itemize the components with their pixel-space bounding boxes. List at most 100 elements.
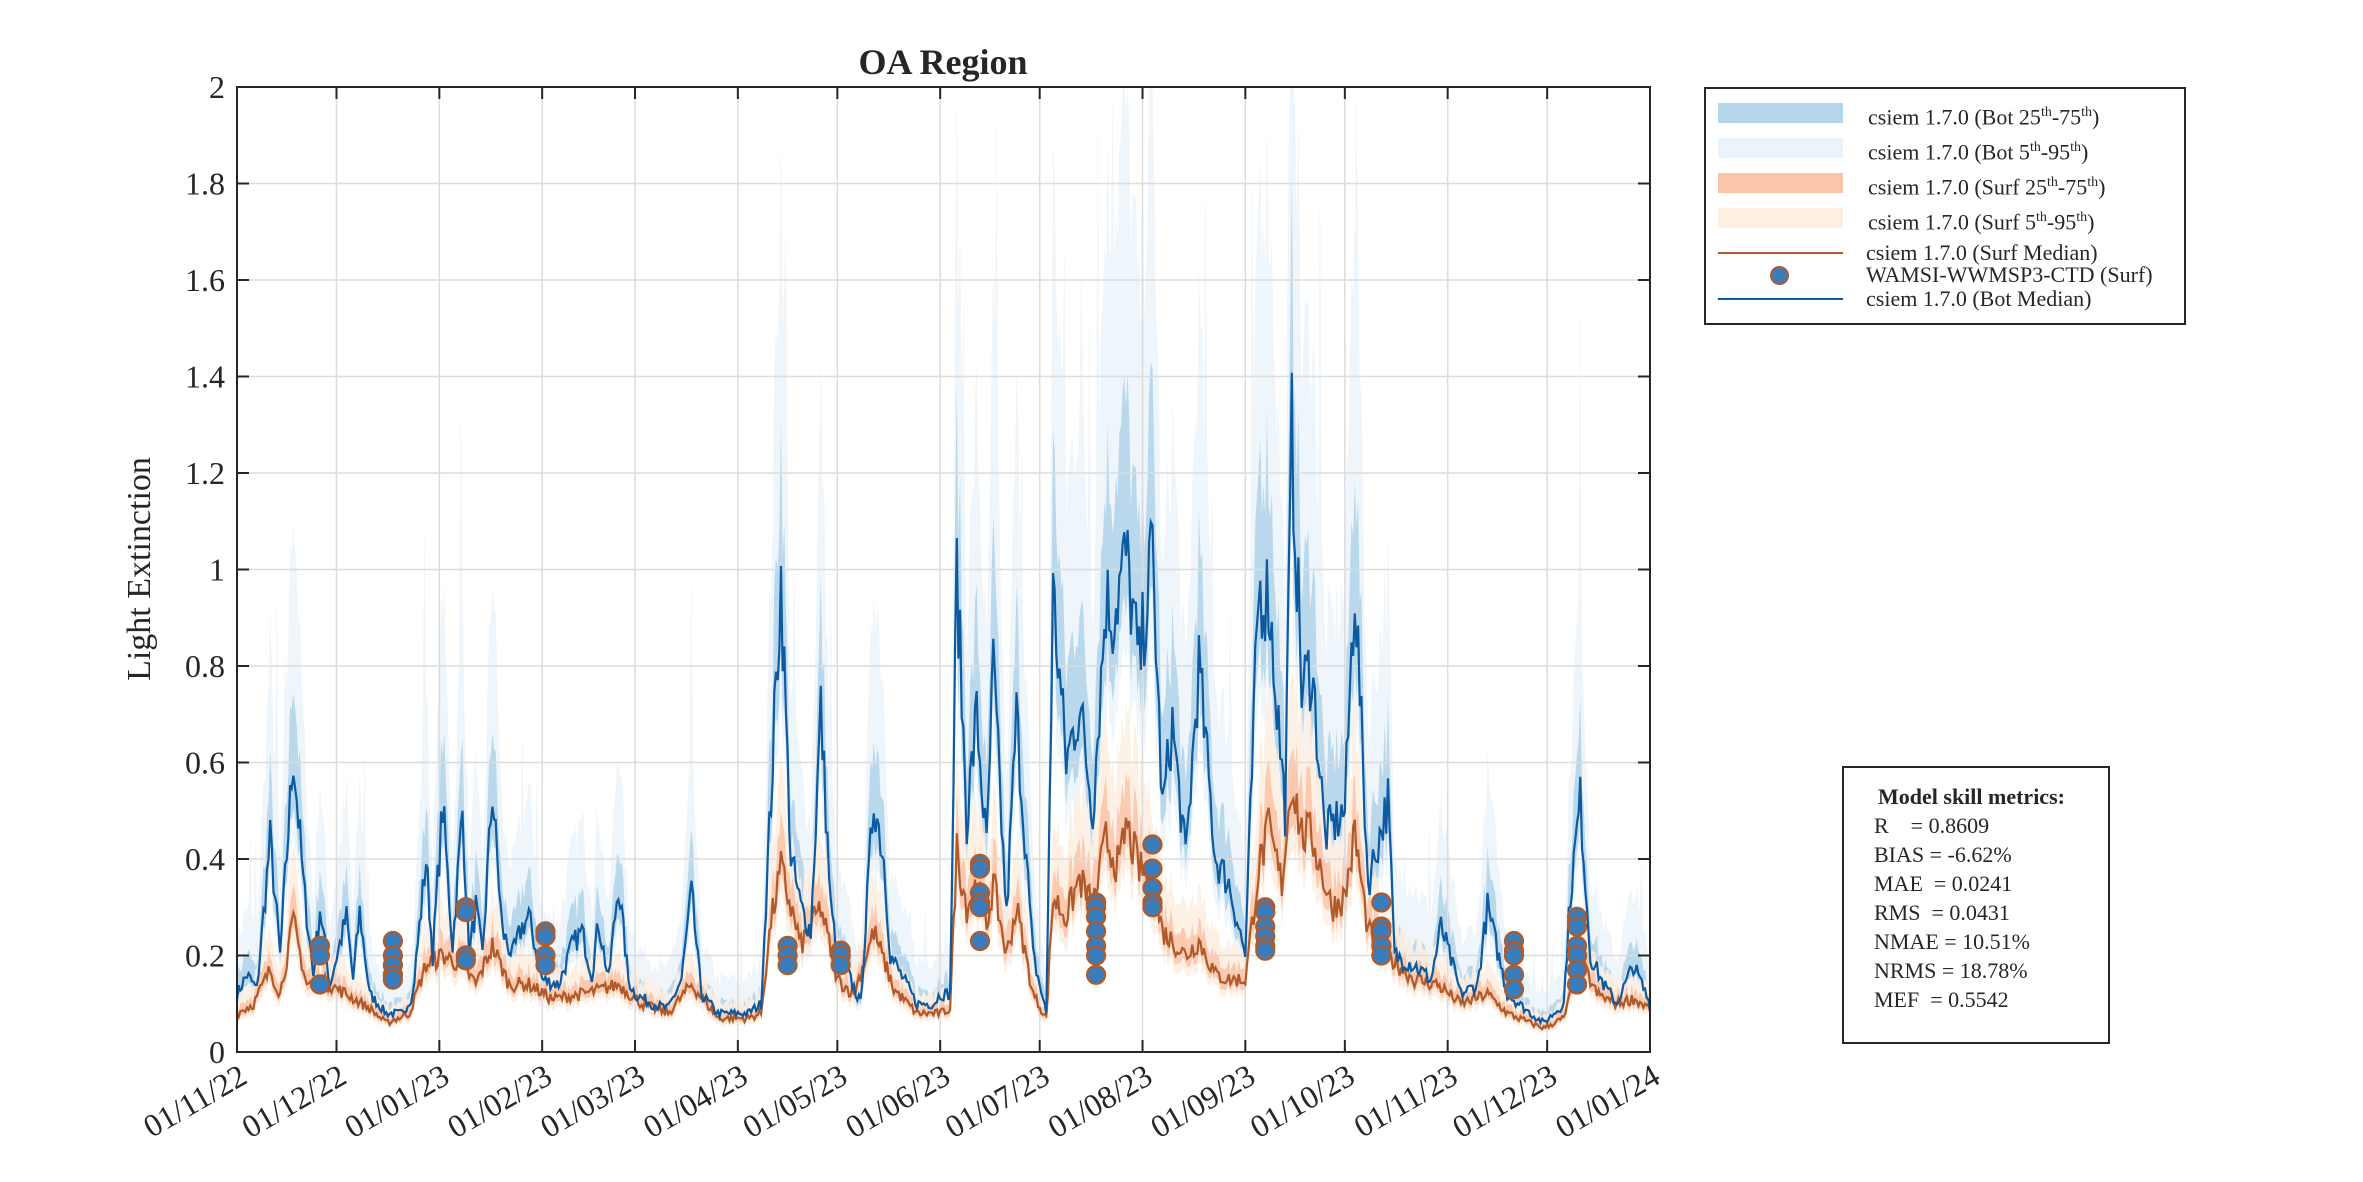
x-tick-label: 01/01/23 [338,1057,455,1145]
metric-r: R = 0.8609 [1874,813,1990,838]
x-tick-label: 01/12/23 [1446,1057,1563,1145]
y-tick-label: 1.4 [185,359,225,395]
observation-point [969,858,991,879]
observation-point [1085,964,1107,985]
legend-sup: th [2070,140,2082,155]
observation-point [1371,892,1392,913]
legend-swatch [1718,208,1843,228]
legend-sup: th [2029,140,2041,155]
legend-label: csiem 1.7.0 (Surf 25 [1868,174,2048,200]
metric-nrms: NRMS = 18.78% [1874,958,2028,983]
observation-point [777,955,798,976]
legend-label: -75 [2051,104,2082,130]
legend-item-bot-median: csiem 1.7.0 (Bot Median) [1706,285,2184,313]
x-tick-label: 01/12/22 [235,1057,352,1145]
legend-item-surf-5-95: csiem 1.7.0 (Surf 5th-95th) [1706,204,2184,235]
legend-item-bot-25-75: csiem 1.7.0 (Bot 25th-75th) [1706,99,2184,130]
y-tick-label: 1.8 [185,166,225,202]
legend-sup: th [2087,175,2099,190]
legend-sup: th [2047,175,2058,190]
y-tick-label: 0.2 [185,938,225,974]
legend-label: ) [2081,139,2089,165]
legend-label: -95 [2046,209,2077,235]
metrics-title: Model skill metrics: [1878,784,2065,809]
observation-point [1142,834,1163,855]
legend-label: -75 [2057,174,2088,200]
surf-median-line [235,793,1652,1031]
observation-point [455,950,476,971]
legend-label: csiem 1.7.0 (Bot Median) [1866,286,2092,311]
legend-label: -95 [2040,139,2071,165]
legend-label: csiem 1.7.0 (Bot 5 [1868,139,2030,165]
legend-label: csiem 1.7.0 (Surf 5 [1868,209,2037,235]
observation-point [535,955,556,976]
legend-sup: th [2040,105,2052,120]
y-tick-label: 1.6 [185,262,225,298]
legend-swatch [1718,138,1843,158]
observation-point [1085,945,1107,966]
metric-mef: MEF = 0.5542 [1874,987,2009,1012]
legend-label: WAMSI-WWMSP3-CTD (Surf) [1866,262,2153,287]
legend-item-observations: WAMSI-WWMSP3-CTD (Surf) [1706,261,2184,289]
x-tick-label: 01/10/23 [1244,1057,1361,1145]
x-tick-label: 01/04/23 [637,1057,754,1145]
observation-point [1142,897,1163,918]
y-tick-label: 0.4 [185,841,225,877]
observation-point [455,901,476,923]
x-tick-label: 01/09/23 [1144,1057,1261,1145]
bot-median-line [235,372,1652,1026]
legend: csiem 1.7.0 (Bot 25th-75th) csiem 1.7.0 … [1704,87,2186,325]
observation-point [1255,940,1276,961]
metric-nmae: NMAE = 10.51% [1874,929,2031,954]
x-tick-label: 01/08/23 [1041,1057,1158,1145]
legend-sup: th [2076,210,2088,225]
observation-point [830,955,851,976]
observation-point [1503,945,1525,966]
chart-title: OA Region [858,42,1027,82]
y-tick-label: 0.6 [185,745,225,781]
x-tick-label: 01/06/23 [839,1057,956,1145]
y-tick-label: 1 [209,552,225,588]
legend-item-surf-median: csiem 1.7.0 (Surf Median) [1706,239,2184,267]
x-tick-label: 01/07/23 [939,1057,1056,1145]
observation-point [1142,858,1163,879]
y-axis-label: Light Extinction [121,457,158,681]
observation-point [382,969,403,990]
band-bot-5 [237,87,1650,1030]
legend-item-surf-25-75: csiem 1.7.0 (Surf 25th-75th) [1706,169,2184,200]
y-tick-label: 0 [209,1034,225,1070]
legend-line-swatch [1718,252,1843,254]
observation-point [1566,916,1588,937]
observation-point [1371,945,1392,966]
legend-line-swatch [1718,298,1843,300]
legend-label: ) [2087,209,2095,235]
grid-lines [237,87,1650,1052]
legend-label: csiem 1.7.0 (Bot 25 [1868,104,2041,130]
x-tick-label: 01/11/22 [137,1057,253,1144]
x-tick-label: 01/03/23 [534,1057,651,1145]
observation-point [1566,974,1588,995]
legend-label: ) [2098,174,2106,200]
metric-bias: BIAS = -6.62% [1874,842,2012,867]
legend-label: csiem 1.7.0 (Surf Median) [1866,240,2098,265]
legend-marker-swatch [1770,266,1789,285]
metric-rms: RMS = 0.0431 [1874,900,2010,925]
observation-point [1503,979,1525,1000]
metric-mae: MAE = 0.0241 [1874,871,2013,896]
x-tick-label: 01/02/23 [441,1057,558,1145]
legend-sup: th [2081,105,2093,120]
legend-label: ) [2092,104,2100,130]
median-lines [235,372,1652,1031]
x-tick-label: 01/01/24 [1549,1057,1666,1145]
y-tick-label: 0.8 [185,648,225,684]
x-tick-label: 01/05/23 [736,1057,853,1145]
x-tick-label: 01/11/23 [1348,1057,1464,1144]
legend-swatch [1718,173,1843,193]
observation-point [969,897,991,918]
y-tick-label: 1.2 [185,455,225,491]
observation-point [535,926,556,947]
observation-point [969,930,991,952]
observation-point [309,945,331,966]
observation-points [309,834,1588,1000]
